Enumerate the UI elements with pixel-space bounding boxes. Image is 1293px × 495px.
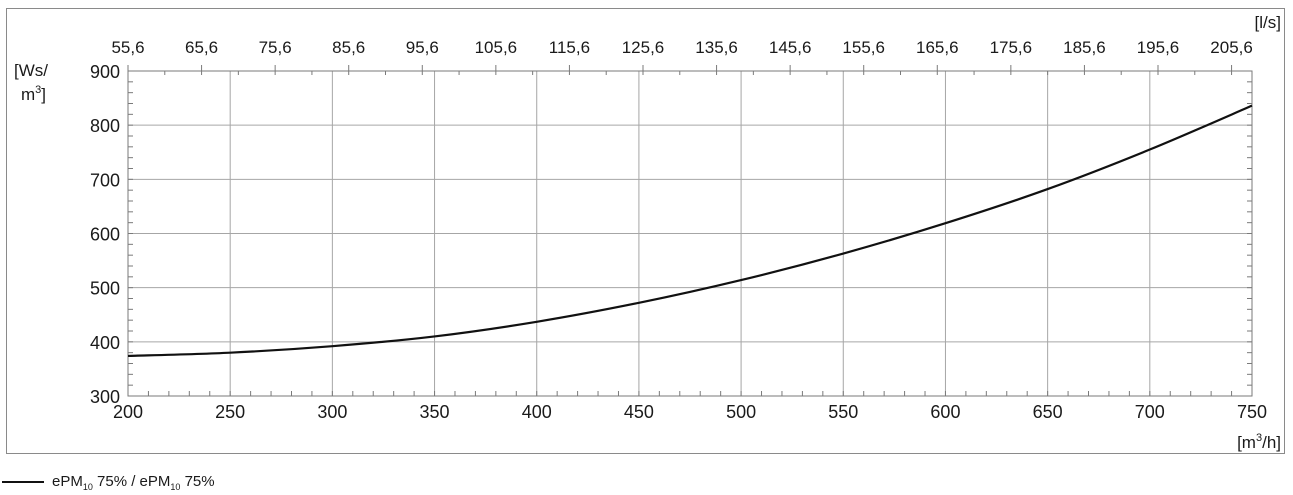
minor-ticks (127, 65, 1253, 397)
legend-label: ePM10 75% / ePM10 75% (52, 472, 215, 492)
x2-tick-label: 185,6 (1063, 38, 1106, 57)
x-tick-label: 600 (930, 402, 960, 422)
x2-tick-label: 135,6 (695, 38, 738, 57)
x-tick-label: 500 (726, 402, 756, 422)
chart-frame (6, 8, 1285, 454)
x2-axis-unit-label: [l/s] (1255, 13, 1281, 32)
y-axis-unit-label: [Ws/ (14, 61, 48, 80)
x2-tick-label: 75,6 (259, 38, 292, 57)
x-tick-label: 550 (828, 402, 858, 422)
x-tick-label: 450 (624, 402, 654, 422)
x-tick-label: 300 (317, 402, 347, 422)
x-tick-label: 750 (1237, 402, 1267, 422)
x2-tick-label: 205,6 (1210, 38, 1253, 57)
legend-line-swatch (2, 481, 44, 483)
x-tick-label: 250 (215, 402, 245, 422)
x2-tick-label: 65,6 (185, 38, 218, 57)
grid-lines (127, 70, 1253, 397)
x2-tick-label: 125,6 (622, 38, 665, 57)
x-tick-label: 400 (522, 402, 552, 422)
tick-labels: 200 250 300 350 400 450 500 550 600 650 700 750 300 4… (90, 38, 1267, 422)
x2-tick-label: 115,6 (549, 38, 590, 57)
x2-tick-label: 105,6 (475, 38, 518, 57)
y-tick-label: 700 (90, 170, 120, 190)
x2-tick-label: 195,6 (1137, 38, 1180, 57)
x2-tick-label: 55,6 (111, 38, 144, 57)
y-tick-label: 600 (90, 225, 120, 245)
series-layer (127, 104, 1253, 358)
x2-tick-label: 155,6 (842, 38, 885, 57)
y-tick-label: 500 (90, 279, 120, 299)
plot-area-border (127, 70, 1253, 397)
y-tick-label: 800 (90, 116, 120, 136)
x-tick-label: 350 (420, 402, 450, 422)
x-axis-unit-label: [m3/h] (1237, 432, 1281, 452)
x2-tick-label: 85,6 (332, 38, 365, 57)
x2-tick-label: 95,6 (406, 38, 439, 57)
x2-tick-label: 165,6 (916, 38, 959, 57)
y-tick-label: 400 (90, 333, 120, 353)
x2-tick-label: 175,6 (990, 38, 1033, 57)
x-tick-label: 200 (113, 402, 143, 422)
x-tick-label: 650 (1033, 402, 1063, 422)
legend: ePM10 75% / ePM10 75% (2, 472, 215, 492)
y-axis-unit-label-line2: m3] (21, 84, 46, 104)
series-line (127, 104, 1253, 358)
x2-tick-label: 145,6 (769, 38, 812, 57)
y-tick-label: 900 (90, 62, 120, 82)
x-tick-label: 700 (1135, 402, 1165, 422)
y-tick-label: 300 (90, 387, 120, 407)
